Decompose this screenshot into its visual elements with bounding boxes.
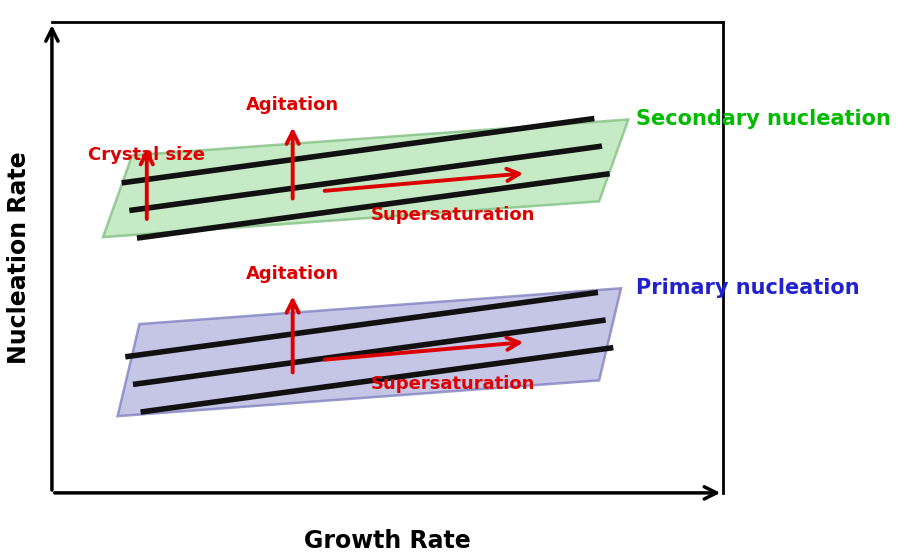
Text: Agitation: Agitation bbox=[246, 265, 339, 283]
Text: Supersaturation: Supersaturation bbox=[371, 206, 536, 224]
Text: Primary nucleation: Primary nucleation bbox=[636, 278, 860, 299]
Text: Nucleation Rate: Nucleation Rate bbox=[7, 151, 31, 364]
Polygon shape bbox=[103, 119, 629, 237]
Text: Secondary nucleation: Secondary nucleation bbox=[636, 109, 890, 129]
Text: Agitation: Agitation bbox=[246, 97, 339, 114]
Polygon shape bbox=[117, 288, 621, 416]
Text: Crystal size: Crystal size bbox=[88, 146, 206, 164]
Text: Supersaturation: Supersaturation bbox=[371, 375, 536, 393]
Text: Growth Rate: Growth Rate bbox=[304, 528, 471, 552]
